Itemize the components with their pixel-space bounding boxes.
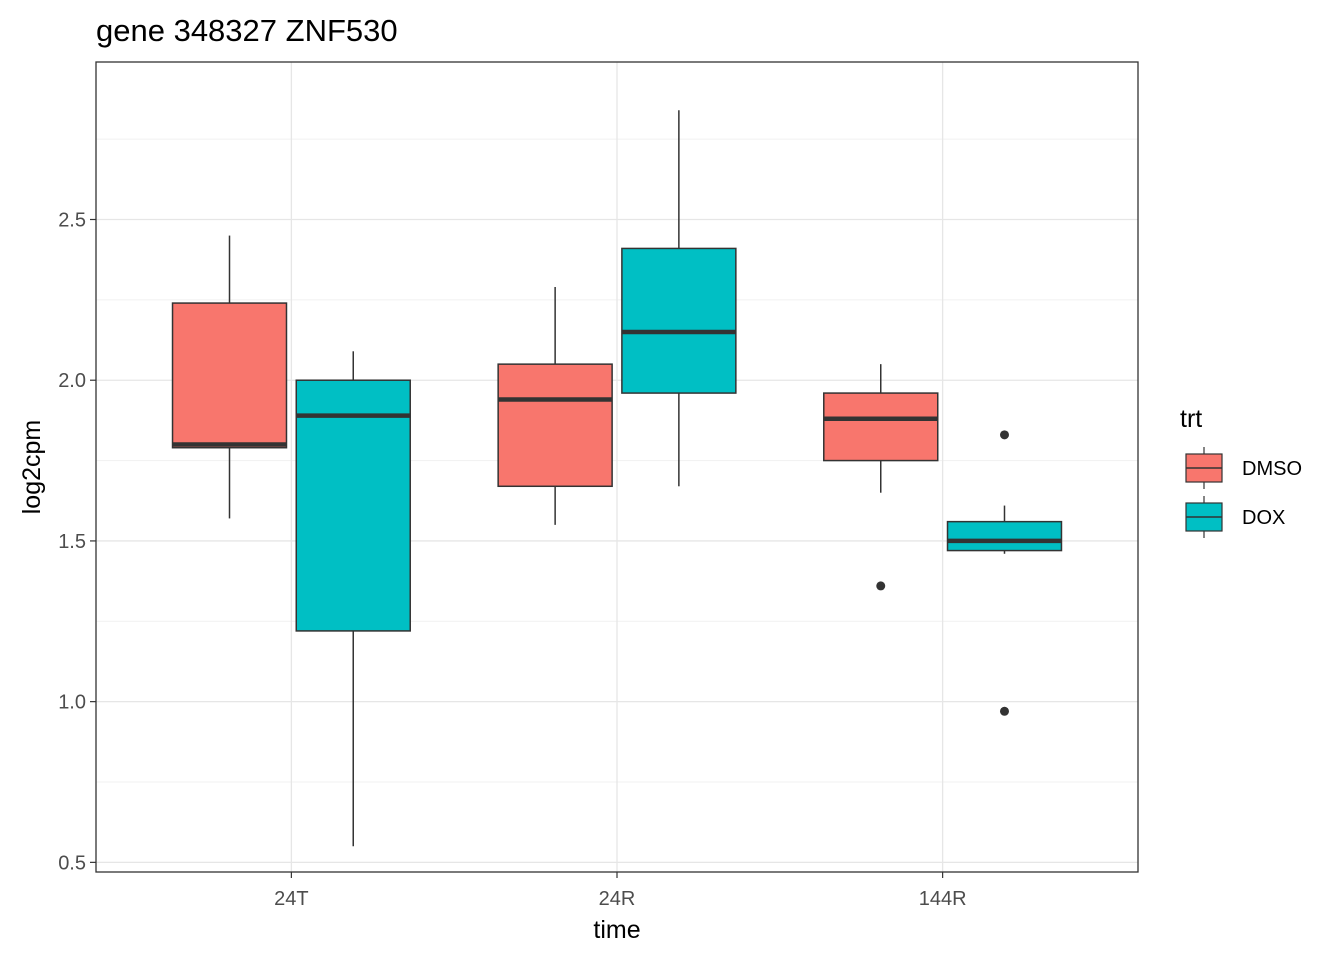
y-tick-label: 2.5 [58,210,86,232]
box-dox-144r [946,430,1063,716]
box-dmso-24t [171,235,288,519]
y-axis: 0.5 1.0 1.5 2.0 2.5 [58,210,96,874]
x-axis-title: time [593,916,640,944]
legend-title: trt [1180,405,1202,433]
outlier-point [999,430,1009,440]
outlier-point [876,581,886,591]
box-dmso-24r [497,287,613,525]
legend-item-dmso: DMSO [1185,447,1302,489]
x-tick-label: 24R [599,888,636,910]
grid [96,62,1138,872]
box-dox-24r [621,110,737,487]
box-dmso-144r [823,364,939,591]
x-axis: 24T 24R 144R [274,872,967,910]
chart-title: gene 348327 ZNF530 [96,13,398,48]
box-dox-24t [295,351,411,847]
y-tick-label: 1.0 [58,692,86,714]
y-tick-label: 1.5 [58,531,86,553]
box-body [621,247,737,394]
x-tick-label: 144R [919,888,967,910]
box-body [497,363,613,488]
legend: trt DMSO DOX [1180,405,1302,538]
x-tick-label: 24T [274,888,308,910]
legend-item-dox: DOX [1185,496,1285,538]
y-axis-title: log2cpm [18,420,46,515]
box-layer [171,110,1063,847]
y-tick-label: 2.0 [58,370,86,392]
legend-label: DOX [1242,507,1285,529]
box-body [171,302,288,449]
box-body [823,392,939,462]
legend-label: DMSO [1242,458,1302,480]
box-body [946,520,1063,552]
box-body [295,379,411,632]
outlier-point [999,706,1009,716]
y-tick-label: 0.5 [58,852,86,874]
